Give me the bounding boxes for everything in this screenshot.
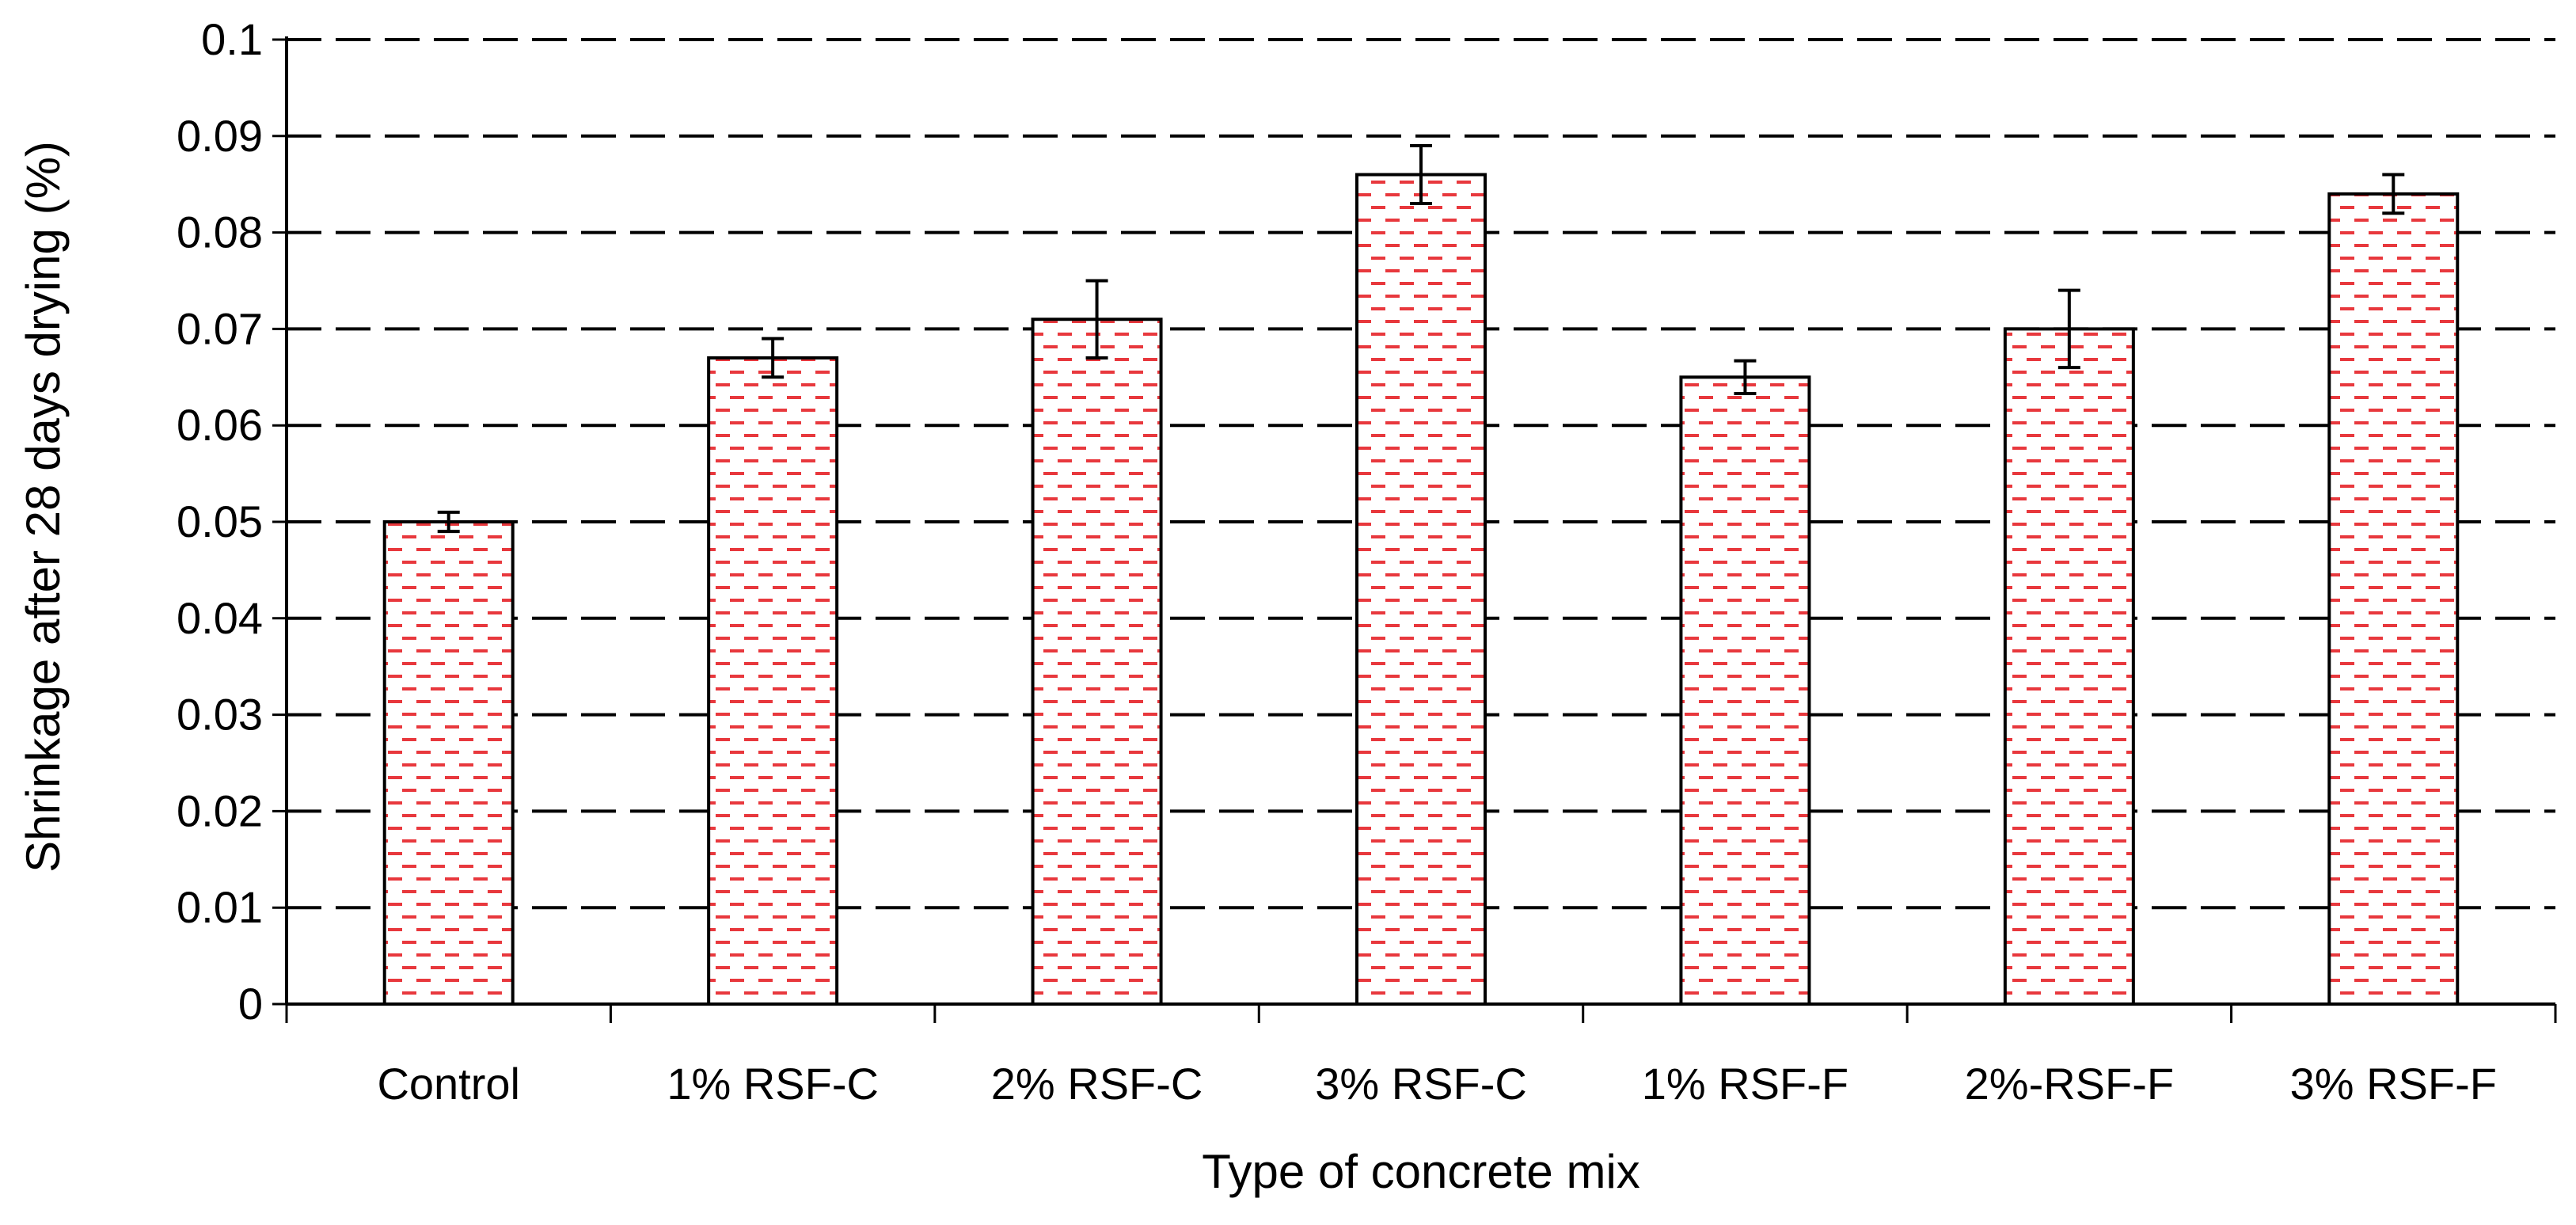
x-category-label: Control (377, 1059, 520, 1109)
x-category-label: 3% RSF-C (1315, 1059, 1527, 1109)
bar (2327, 192, 2460, 1006)
y-tick-label: 0.03 (177, 690, 263, 740)
labels: 0 0.01 0.02 0.03 0.04 0.05 0.06 0.07 0.08 0.09 0.1… (177, 14, 2497, 1109)
bar (707, 356, 839, 1006)
y-tick-label: 0.09 (177, 111, 263, 161)
bar (382, 520, 515, 1006)
x-category-label: 2%-RSF-F (1965, 1059, 2174, 1109)
y-tick-label: 0.08 (177, 207, 263, 257)
y-tick-label: 0.07 (177, 303, 263, 353)
y-tick-label: 0.1 (201, 14, 263, 64)
y-tick-label: 0 (238, 979, 263, 1029)
y-tick-label: 0.01 (177, 882, 263, 932)
y-tick-label: 0.04 (177, 593, 263, 643)
bar (1031, 318, 1163, 1006)
bars (382, 143, 2460, 1006)
y-tick-label: 0.02 (177, 786, 263, 835)
x-category-label: 1% RSF-F (1642, 1059, 1848, 1109)
x-axis-title: Type of concrete mix (1202, 1145, 1640, 1198)
y-axis-title: Shrinkage after 28 days drying (%) (17, 141, 70, 873)
bar (1355, 173, 1487, 1006)
bar (2003, 327, 2135, 1006)
axes (272, 36, 2557, 1023)
x-category-label: 3% RSF-F (2290, 1059, 2497, 1109)
x-category-label: 1% RSF-C (667, 1059, 879, 1109)
bar (1679, 375, 1811, 1006)
x-category-label: 2% RSF-C (991, 1059, 1203, 1109)
y-tick-label: 0.06 (177, 400, 263, 450)
y-tick-label: 0.05 (177, 496, 263, 546)
